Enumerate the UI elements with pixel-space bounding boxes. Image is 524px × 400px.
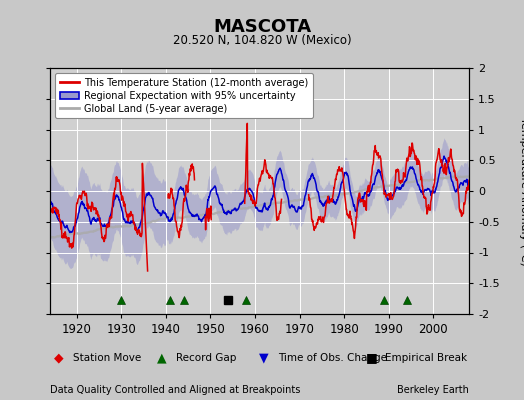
Text: Empirical Break: Empirical Break	[385, 353, 467, 363]
Text: MASCOTA: MASCOTA	[213, 18, 311, 36]
Y-axis label: Temperature Anomaly (°C): Temperature Anomaly (°C)	[519, 117, 524, 265]
Text: Time of Obs. Change: Time of Obs. Change	[278, 353, 387, 363]
Text: Record Gap: Record Gap	[176, 353, 236, 363]
Text: Station Move: Station Move	[73, 353, 141, 363]
Legend: This Temperature Station (12-month average), Regional Expectation with 95% uncer: This Temperature Station (12-month avera…	[54, 73, 313, 118]
Text: ▼: ▼	[259, 352, 269, 364]
Text: 20.520 N, 104.820 W (Mexico): 20.520 N, 104.820 W (Mexico)	[173, 34, 351, 47]
Text: Berkeley Earth: Berkeley Earth	[397, 385, 469, 395]
Text: ■: ■	[366, 352, 378, 364]
Text: ▲: ▲	[157, 352, 166, 364]
Text: Data Quality Controlled and Aligned at Breakpoints: Data Quality Controlled and Aligned at B…	[50, 385, 300, 395]
Text: ◆: ◆	[54, 352, 63, 364]
